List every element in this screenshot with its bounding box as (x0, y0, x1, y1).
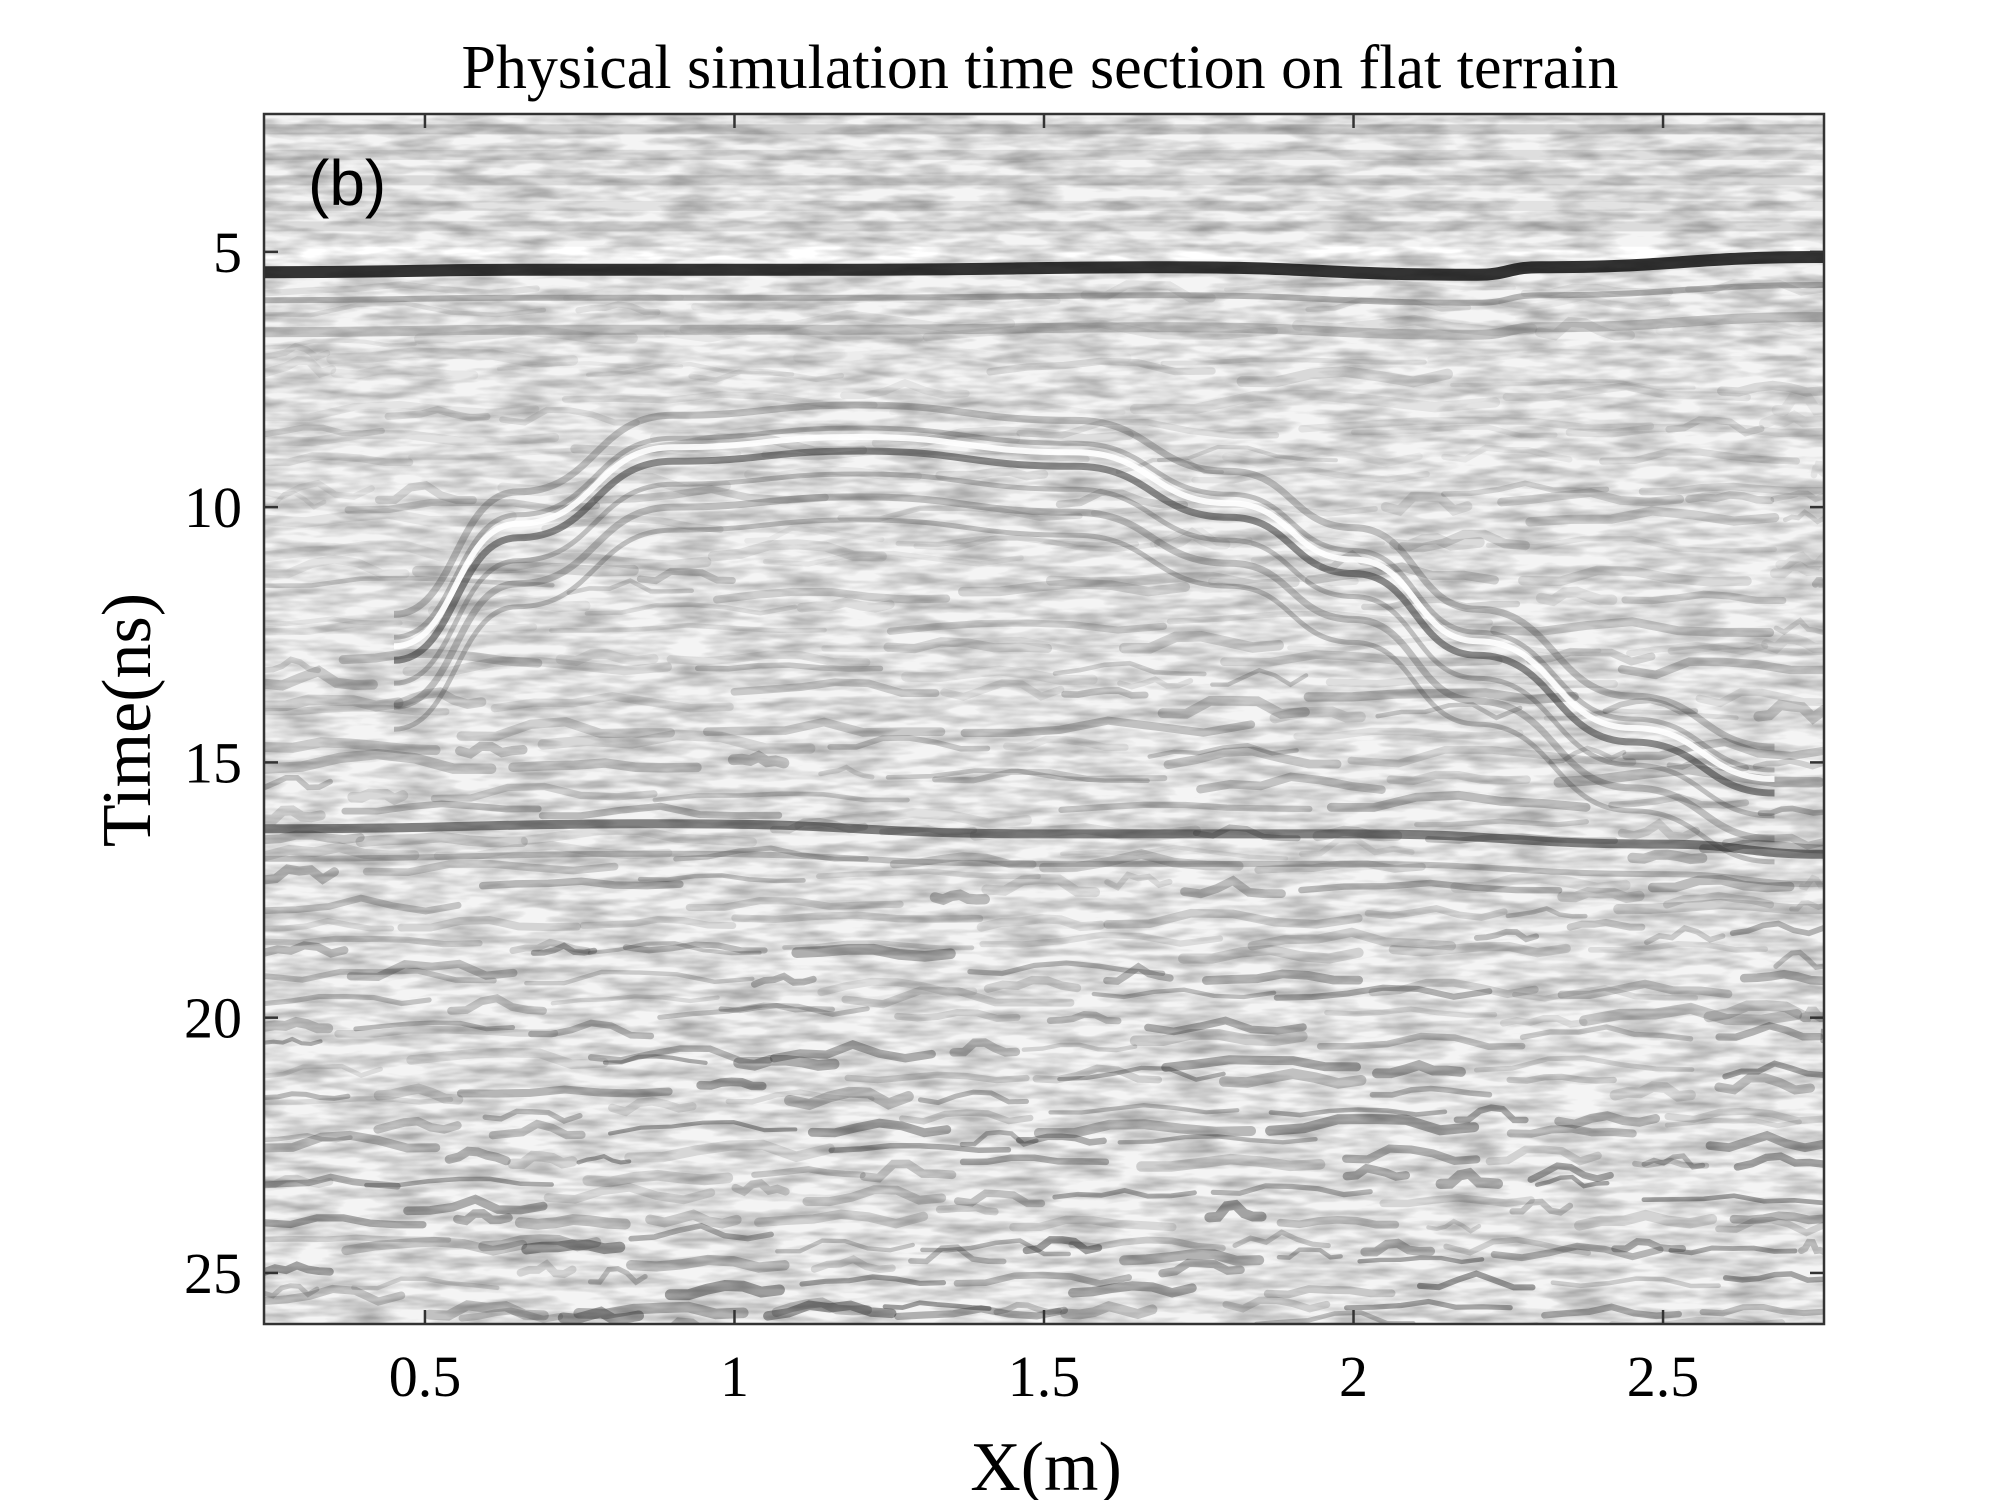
x-tick-label: 2.5 (1627, 1344, 1700, 1409)
plot-area (262, 112, 1826, 1337)
y-tick-label: 25 (184, 1241, 242, 1306)
chart-title: Physical simulation time section on flat… (461, 34, 1618, 102)
x-tick-label: 2 (1339, 1344, 1368, 1409)
x-tick-label: 1.5 (1008, 1344, 1081, 1409)
texture-band (1786, 1330, 1824, 1337)
panel-label: (b) (308, 147, 386, 219)
texture-band (1514, 1322, 1543, 1324)
y-tick-label: 20 (184, 986, 242, 1051)
reflector-echo (393, 447, 1775, 797)
reflector-line (264, 251, 1824, 281)
reflector-echo (393, 433, 1775, 782)
y-axis: 5 10 15 20 25 (184, 220, 1824, 1306)
x-tick-label: 0.5 (389, 1344, 462, 1409)
reflector-echo (264, 850, 1824, 888)
reflector-direct-wave (264, 251, 1824, 340)
reflector-layer (264, 251, 1824, 888)
x-axis-label: X(m) (970, 1429, 1122, 1500)
y-tick-label: 10 (184, 475, 242, 540)
x-axis: 0.5 1 1.5 2 2.5 (389, 114, 1700, 1409)
reflector-hyperbola (393, 401, 1775, 865)
reflector-echo (393, 517, 1775, 865)
reflector-deep-interface (264, 819, 1824, 888)
texture-grain (264, 114, 1824, 1324)
reflector-echo (264, 282, 1824, 306)
x-tick-label: 1 (720, 1344, 749, 1409)
y-axis-label: Time(ns) (89, 593, 166, 847)
reflector-line (264, 819, 1824, 859)
reflector-echo (393, 471, 1775, 819)
y-tick-label: 5 (213, 220, 242, 285)
reflector-echo (393, 493, 1775, 843)
radargram-texture (264, 114, 1824, 1337)
reflector-echo (393, 401, 1775, 751)
reflector-echo (264, 312, 1824, 340)
texture-band (1205, 1323, 1208, 1324)
texture-band (341, 1323, 356, 1324)
reflector-echo (393, 425, 1775, 773)
y-tick-label: 15 (184, 730, 242, 795)
